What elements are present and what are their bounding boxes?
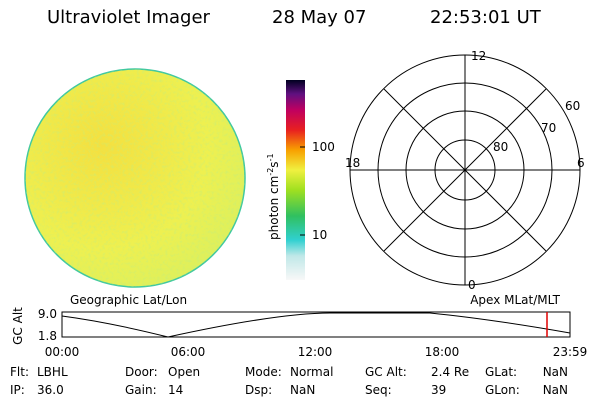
y-tick-label: 9.0 xyxy=(38,307,57,321)
status-label: Flt: xyxy=(10,365,29,379)
status-label: Dsp: xyxy=(245,383,272,397)
status-value: Open xyxy=(168,365,200,379)
lat-label: 60 xyxy=(565,99,580,113)
status-label: Seq: xyxy=(365,383,392,397)
status-value: 2.4 Re xyxy=(431,365,469,379)
x-tick-label: 18:00 xyxy=(425,345,460,359)
x-tick-label: 00:00 xyxy=(45,345,80,359)
plot-frame xyxy=(61,311,571,338)
panel-label: Apex MLat/MLT xyxy=(470,293,560,307)
status-label: GLon: xyxy=(485,383,520,397)
status-label: Door: xyxy=(125,365,158,379)
y-axis-label: GC Alt xyxy=(11,307,25,345)
instrument: Ultraviolet Imager xyxy=(47,7,211,28)
x-tick-label: 12:00 xyxy=(298,345,333,359)
x-tick-label: 23:59 xyxy=(553,345,588,359)
colorbar-tick-label: 10 xyxy=(312,228,327,242)
status-value: LBHL xyxy=(37,365,68,379)
status-value: 39 xyxy=(431,383,446,397)
colorbar-label: photon cm-2s-1 xyxy=(266,153,281,240)
mlt-label: 18 xyxy=(345,156,360,170)
status-label: GLat: xyxy=(485,365,517,379)
earth-image xyxy=(24,68,246,288)
panel-label: Geographic Lat/Lon xyxy=(70,293,187,307)
status-label: GC Alt: xyxy=(365,365,407,379)
x-tick-label: 06:00 xyxy=(171,345,206,359)
date: 28 May 07 xyxy=(272,7,366,28)
y-tick-label: 1.8 xyxy=(38,329,57,343)
status-label: Mode: xyxy=(245,365,282,379)
status-value: NaN xyxy=(290,383,315,397)
status-value: Normal xyxy=(290,365,333,379)
polar-grid xyxy=(349,54,581,286)
colorbar xyxy=(286,80,305,280)
disk-texture xyxy=(25,69,245,287)
status-panel: Flt: LBHL Door: Open Mode: Normal GC Alt: 2.4 R… xyxy=(10,365,568,397)
lat-label: 70 xyxy=(541,121,556,135)
time: 22:53:01 UT xyxy=(430,7,542,28)
status-value: NaN xyxy=(543,365,568,379)
mlt-label: 6 xyxy=(577,156,585,170)
mlt-label: 12 xyxy=(471,49,486,63)
colorbar-tick-label: 100 xyxy=(312,140,335,154)
lat-label: 80 xyxy=(493,140,508,154)
status-value: 14 xyxy=(168,383,183,397)
mlt-label: 0 xyxy=(468,278,476,292)
status-value: NaN xyxy=(543,383,568,397)
status-label: Gain: xyxy=(125,383,157,397)
status-value: 36.0 xyxy=(37,383,64,397)
altitude-plot xyxy=(61,311,571,338)
spoke xyxy=(383,88,547,252)
altitude-curve xyxy=(61,312,571,338)
status-label: IP: xyxy=(10,383,25,397)
